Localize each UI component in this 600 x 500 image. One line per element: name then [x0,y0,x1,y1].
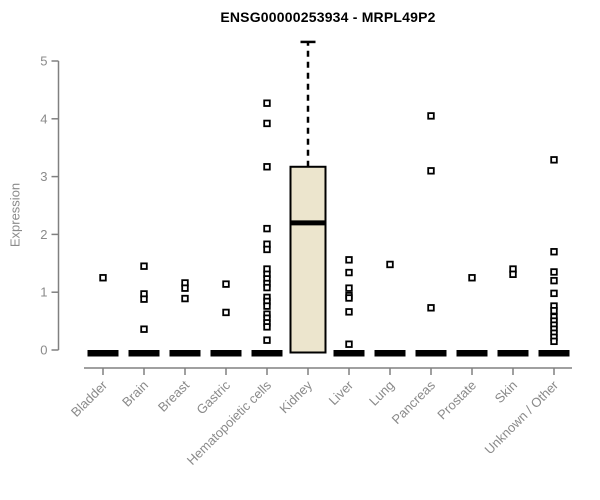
scatter-point [550,268,558,276]
scatter-point [550,337,558,346]
y-tick-label: 2 [40,227,47,242]
x-tick-label: Bladder [68,377,111,420]
scatter-point [345,268,353,277]
scatter-point [263,99,271,107]
scatter-point [263,119,271,128]
zero-median-bar-breast [169,350,201,357]
scatter-point [550,156,558,164]
scatter-point [140,295,148,303]
scatter-point [263,224,271,233]
x-tick-label: Breast [155,377,192,414]
y-tick-label: 4 [40,111,47,126]
scatter-point [345,340,353,348]
scatter-point [263,163,271,171]
x-tick-label: Unknown / Other [482,377,562,457]
zero-median-bar-hematopoietic-cells [251,350,283,357]
zero-median-bar-liver [333,350,365,357]
x-tick-label: Liver [326,377,357,408]
scatter-point [263,245,271,254]
y-tick-label: 1 [40,285,47,300]
scatter-point [550,306,558,315]
scatter-point [509,270,517,278]
x-tick-label: Lung [366,378,397,409]
box-kidney [289,165,327,354]
scatter-point [99,274,107,282]
zero-median-bar-bladder [87,350,119,357]
zero-median-bar-prostate [456,350,488,357]
x-tick-label: Pancreas [389,377,439,427]
scatter-point [345,294,353,302]
zero-median-bar-pancreas [415,350,447,357]
scatter-point [181,294,189,303]
scatter-point [222,308,230,317]
y-tick-label: 0 [40,343,47,358]
scatter-point [427,112,435,120]
zero-median-bar-skin [497,350,529,357]
x-tick-label: Prostate [434,378,479,423]
scatter-point [427,167,435,175]
scatter-point [345,308,353,316]
scatter-point [263,323,271,331]
scatter-point [140,262,148,270]
zero-median-bar-lung [374,350,406,357]
x-tick-label: Kidney [276,377,315,416]
x-tick-label: Brain [119,378,151,410]
scatter-point [550,289,558,298]
y-tick-label: 3 [40,169,47,184]
zero-median-bar-brain [128,350,160,357]
scatter-point [345,256,353,264]
scatter-point [427,304,435,312]
zero-median-bar-gastric [210,350,242,357]
scatter-point [263,283,271,292]
scatter-point [263,302,271,310]
scatter-point [222,280,230,288]
scatter-point [181,284,189,292]
scatter-point [550,276,558,285]
scatter-point [468,274,476,282]
scatter-point [345,284,353,292]
scatter-point [263,336,271,344]
y-tick-label: 5 [40,54,47,69]
x-tick-label: Gastric [193,377,233,417]
scatter-point [386,260,394,269]
chart-title: ENSG00000253934 - MRPL49P2 [220,9,436,25]
scatter-point [550,248,558,256]
zero-median-bar-unknown-other [538,350,570,357]
x-tick-label: Skin [492,378,520,406]
scatter-point [140,325,148,333]
